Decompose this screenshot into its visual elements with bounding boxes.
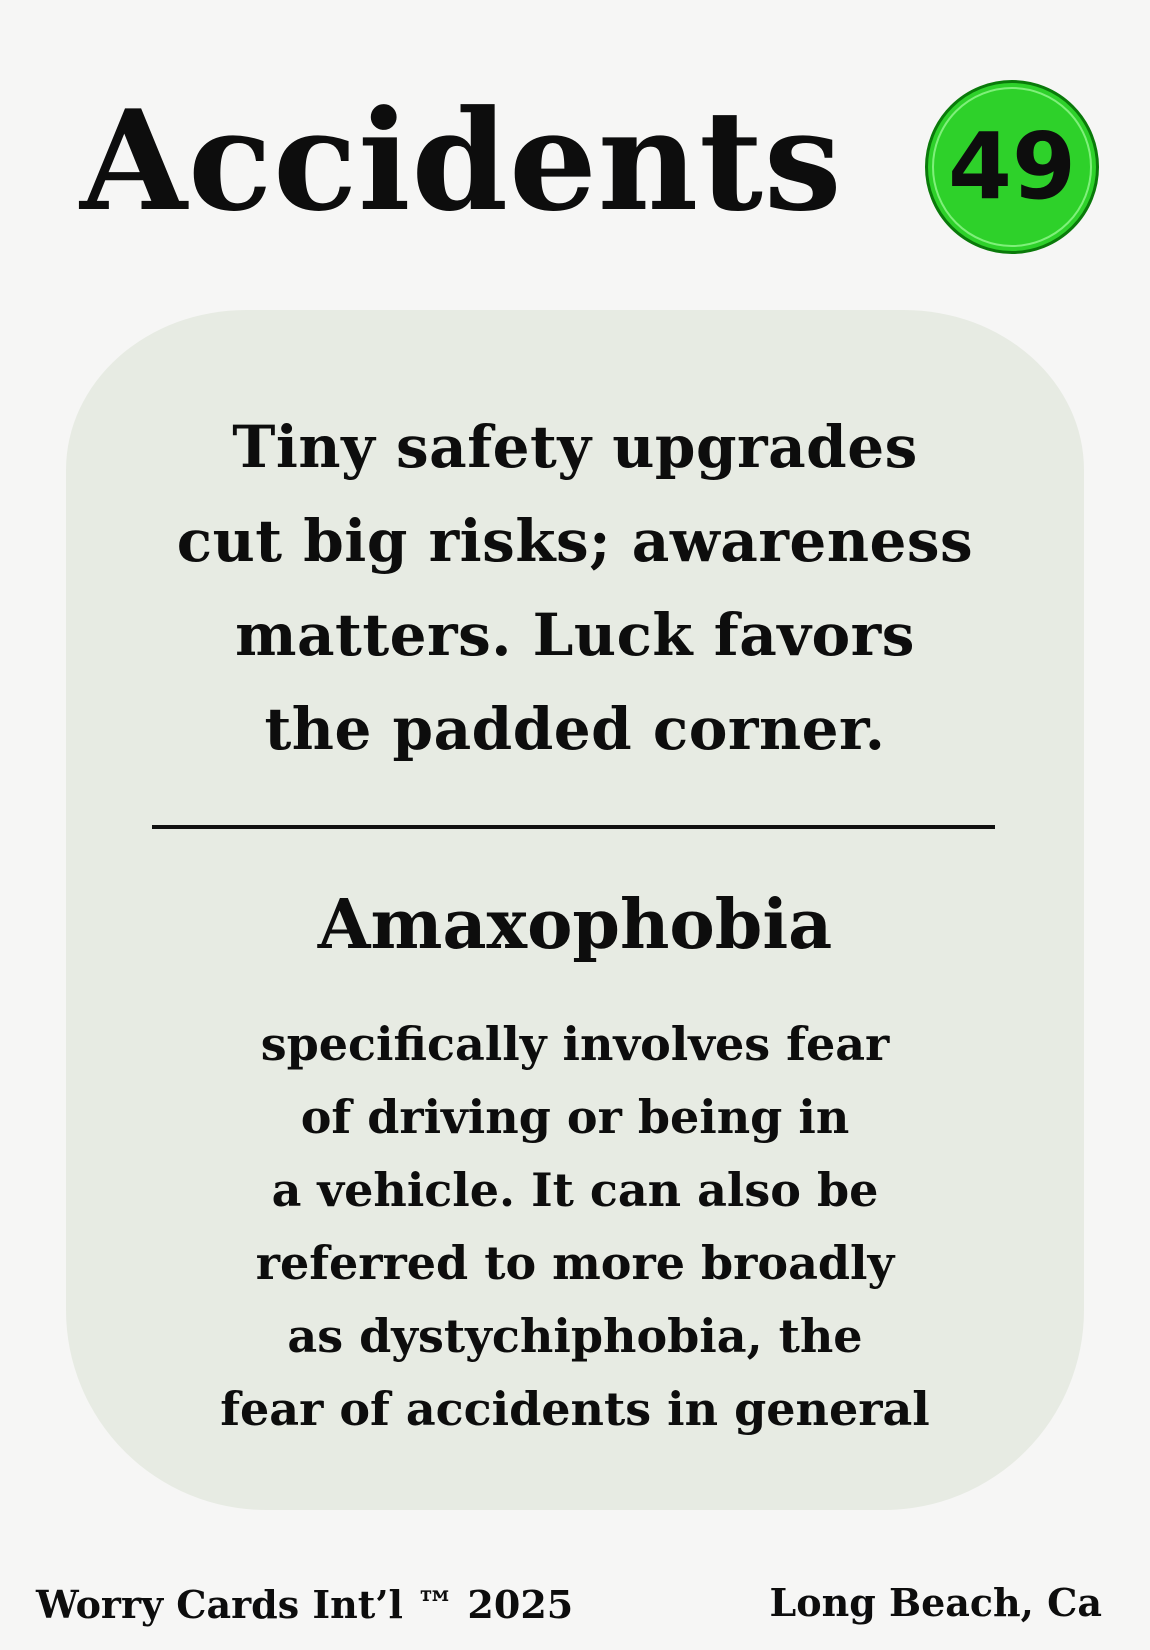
phobia-definition: specifically involves fear of driving or… — [100, 1008, 1050, 1446]
card-number-badge: 49 — [925, 80, 1099, 254]
divider — [152, 825, 995, 829]
tagline-line: the padded corner. — [264, 695, 886, 763]
definition-line: of driving or being in — [300, 1090, 850, 1144]
definition-line: a vehicle. It can also be — [271, 1163, 879, 1217]
phobia-term: Amaxophobia — [317, 885, 833, 965]
tagline-line: cut big risks; awareness — [176, 507, 974, 575]
tagline-line: matters. Luck favors — [235, 601, 915, 669]
tagline: Tiny safety upgrades cut big risks; awar… — [100, 400, 1050, 776]
definition-line: specifically involves fear — [260, 1017, 890, 1071]
card-panel — [66, 310, 1084, 1510]
footer-location: Long Beach, Ca — [769, 1580, 1103, 1625]
definition-line: fear of accidents in general — [220, 1382, 930, 1436]
definition-line: referred to more broadly — [255, 1236, 895, 1290]
definition-line: as dystychiphobia, the — [287, 1309, 863, 1363]
tagline-line: Tiny safety upgrades — [232, 413, 918, 481]
footer-copyright: Worry Cards Int’l ™ 2025 — [36, 1582, 574, 1627]
card-title: Accidents — [80, 79, 843, 242]
card-number: 49 — [932, 87, 1092, 247]
